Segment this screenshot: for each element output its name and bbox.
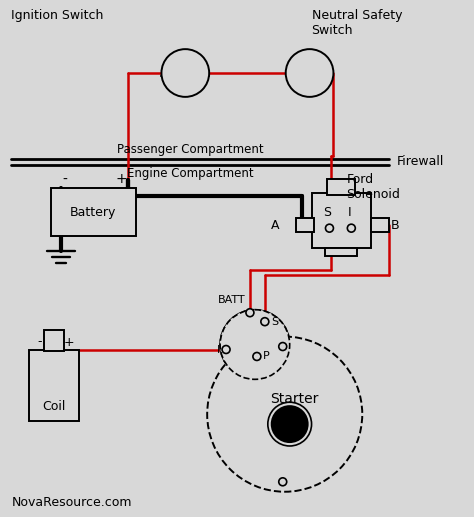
Circle shape xyxy=(253,353,261,360)
Bar xyxy=(326,248,357,256)
Text: Starter: Starter xyxy=(271,392,319,406)
Text: B: B xyxy=(391,219,400,232)
Text: P: P xyxy=(263,352,270,361)
Text: S: S xyxy=(271,316,278,327)
Circle shape xyxy=(279,343,287,351)
Text: A: A xyxy=(271,219,280,232)
Text: +: + xyxy=(116,172,128,187)
Circle shape xyxy=(162,49,209,97)
Text: Passenger Compartment: Passenger Compartment xyxy=(117,143,264,156)
Text: I: I xyxy=(217,344,220,355)
Text: Ford
Solenoid: Ford Solenoid xyxy=(346,174,400,202)
Circle shape xyxy=(220,310,290,379)
Text: Battery: Battery xyxy=(70,206,116,219)
Text: Engine Compartment: Engine Compartment xyxy=(127,168,254,180)
Bar xyxy=(371,218,389,232)
Text: I: I xyxy=(347,206,351,219)
Bar xyxy=(311,193,371,248)
Circle shape xyxy=(326,224,333,232)
Bar xyxy=(51,188,136,236)
Text: -: - xyxy=(37,336,41,348)
Circle shape xyxy=(261,317,269,326)
Text: NovaResource.com: NovaResource.com xyxy=(11,496,132,509)
Circle shape xyxy=(347,224,356,232)
Bar xyxy=(29,349,79,421)
Circle shape xyxy=(246,309,254,317)
Bar xyxy=(44,330,64,352)
Text: Firewall: Firewall xyxy=(397,155,445,168)
Text: Ignition Switch: Ignition Switch xyxy=(11,9,104,22)
Circle shape xyxy=(272,406,308,442)
Text: -: - xyxy=(63,172,67,187)
Bar xyxy=(296,218,313,232)
Bar xyxy=(328,179,356,195)
Circle shape xyxy=(268,402,311,446)
Text: Coil: Coil xyxy=(42,400,66,413)
Circle shape xyxy=(279,478,287,486)
Circle shape xyxy=(207,337,362,492)
Circle shape xyxy=(220,310,290,379)
Text: +: + xyxy=(64,336,74,348)
Text: BATT: BATT xyxy=(219,295,246,305)
Circle shape xyxy=(220,310,290,379)
Text: Neutral Safety
Switch: Neutral Safety Switch xyxy=(311,9,402,37)
Circle shape xyxy=(286,49,333,97)
Circle shape xyxy=(222,345,230,354)
Text: S: S xyxy=(323,206,331,219)
